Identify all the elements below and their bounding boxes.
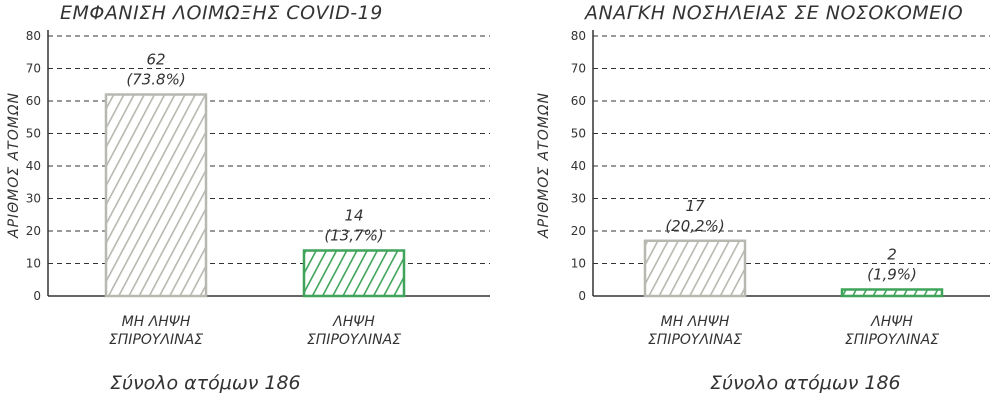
chart-panel-hospitalization: ΑΝΑΓΚΗ ΝΟΣΗΛΕΙΑΣ ΣΕ ΝΟΣΟΚΟΜΕΙΟ ΑΡΙΘΜΟΣ Α… — [520, 0, 1000, 404]
y-axis-label: ΑΡΙΘΜΟΣ ΑΤΟΜΩΝ — [536, 92, 552, 239]
bar-percent-label: (20,2%) — [665, 217, 724, 235]
bar-value-label: 62 — [146, 51, 165, 69]
x-category-label: ΜΗ ΛΗΨΗ — [661, 314, 730, 330]
x-category-label: ΣΠΙΡΟΥΛΙΝΑΣ — [845, 332, 939, 348]
x-category-label: ΜΗ ΛΗΨΗ — [122, 314, 191, 330]
x-category-label: ΣΠΙΡΟΥΛΙΝΑΣ — [109, 332, 203, 348]
bar-value-label: 17 — [685, 197, 705, 215]
chart-panel-covid-infection: ΕΜΦΑΝΙΣΗ ΛΟΙΜΩΞΗΣ COVID-19 ΑΡΙΘΜΟΣ ΑΤΟΜΩ… — [6, 2, 490, 394]
y-tick-label: 30 — [571, 192, 586, 206]
chart-title: ΕΜΦΑΝΙΣΗ ΛΟΙΜΩΞΗΣ COVID-19 — [60, 2, 383, 24]
y-tick-label: 10 — [571, 257, 586, 271]
y-tick-label: 20 — [26, 224, 41, 238]
y-tick-label: 50 — [26, 127, 41, 141]
bar — [840, 288, 944, 298]
y-tick-label: 40 — [26, 159, 41, 173]
y-axis-label: ΑΡΙΘΜΟΣ ΑΤΟΜΩΝ — [6, 92, 22, 239]
y-tick-label: 60 — [571, 94, 586, 108]
bar-value-label: 2 — [887, 246, 897, 264]
chart-title: ΑΝΑΓΚΗ ΝΟΣΗΛΕΙΑΣ ΣΕ ΝΟΣΟΚΟΜΕΙΟ — [585, 2, 964, 24]
bar — [643, 239, 747, 298]
bar — [104, 93, 208, 298]
y-tick-label: 0 — [33, 289, 41, 303]
chart-footer-total: Σύνολο ατόμων 186 — [110, 372, 301, 394]
bar-percent-label: (73.8%) — [126, 71, 185, 89]
y-tick-label: 70 — [26, 62, 41, 76]
chart-footer-total: Σύνολο ατόμων 186 — [710, 372, 901, 394]
y-tick-label: 30 — [26, 192, 41, 206]
x-category-label: ΛΗΨΗ — [870, 314, 913, 330]
y-tick-label: 80 — [571, 29, 586, 43]
bar — [302, 249, 406, 298]
x-category-label: ΛΗΨΗ — [332, 314, 375, 330]
bar-chart-hospitalization: ΑΡΙΘΜΟΣ ΑΤΟΜΩΝ 0 10 20 30 40 50 60 70 80 (20,2%) 17… — [536, 29, 990, 348]
x-category-label: ΣΠΙΡΟΥΛΙΝΑΣ — [307, 332, 401, 348]
y-tick-label: 70 — [571, 62, 586, 76]
y-tick-label: 40 — [571, 159, 586, 173]
x-category-label: ΣΠΙΡΟΥΛΙΝΑΣ — [648, 332, 742, 348]
bar-percent-label: (13,7%) — [324, 227, 383, 245]
y-tick-label: 20 — [571, 224, 586, 238]
bar-percent-label: (1,9%) — [867, 266, 917, 284]
bar-value-label: 14 — [344, 207, 363, 225]
y-tick-label: 60 — [26, 94, 41, 108]
y-tick-label: 50 — [571, 127, 586, 141]
y-tick-label: 0 — [578, 289, 586, 303]
y-tick-label: 80 — [26, 29, 41, 43]
y-tick-label: 10 — [26, 257, 41, 271]
bar-chart-covid-infection: ΑΡΙΘΜΟΣ ΑΤΟΜΩΝ 0 10 20 30 40 50 60 70 80 (73.8%) 62… — [6, 29, 490, 348]
